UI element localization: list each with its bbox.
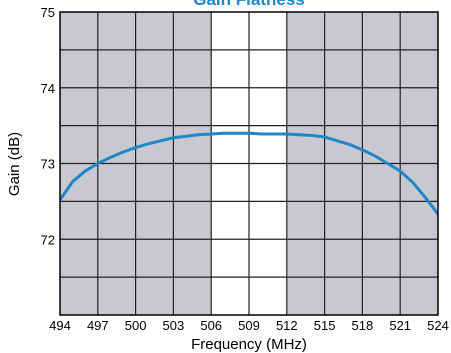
- plot-frame: [59, 11, 439, 316]
- y-tick-label: 74: [41, 81, 55, 96]
- gain-series-line: [60, 131, 438, 216]
- y-tick-label: 72: [41, 232, 55, 247]
- x-tick-label: 512: [276, 318, 298, 333]
- x-tick-label: 500: [125, 318, 147, 333]
- x-tick-labels: 494 497 500 503 506 509 512 515 518 521 524: [49, 318, 449, 333]
- y-tick-label: 73: [41, 157, 55, 172]
- x-tick-label: 497: [87, 318, 109, 333]
- x-tick-label: 503: [163, 318, 185, 333]
- series-group: [60, 131, 438, 216]
- x-tick-label: 515: [314, 318, 336, 333]
- x-tick-label: 494: [49, 318, 71, 333]
- y-tick-label: 75: [41, 5, 55, 20]
- x-tick-label: 506: [200, 318, 222, 333]
- x-tick-label: 518: [352, 318, 374, 333]
- grid-lines: [60, 12, 438, 315]
- y-axis-title: Gain (dB): [6, 132, 23, 196]
- chart-title: Gain Flatness: [193, 0, 304, 9]
- x-tick-label: 509: [238, 318, 260, 333]
- x-tick-label: 521: [389, 318, 411, 333]
- y-tick-labels: 72 73 74 75: [41, 5, 55, 247]
- x-axis-title: Frequency (MHz): [191, 336, 307, 353]
- x-tick-label: 524: [427, 318, 449, 333]
